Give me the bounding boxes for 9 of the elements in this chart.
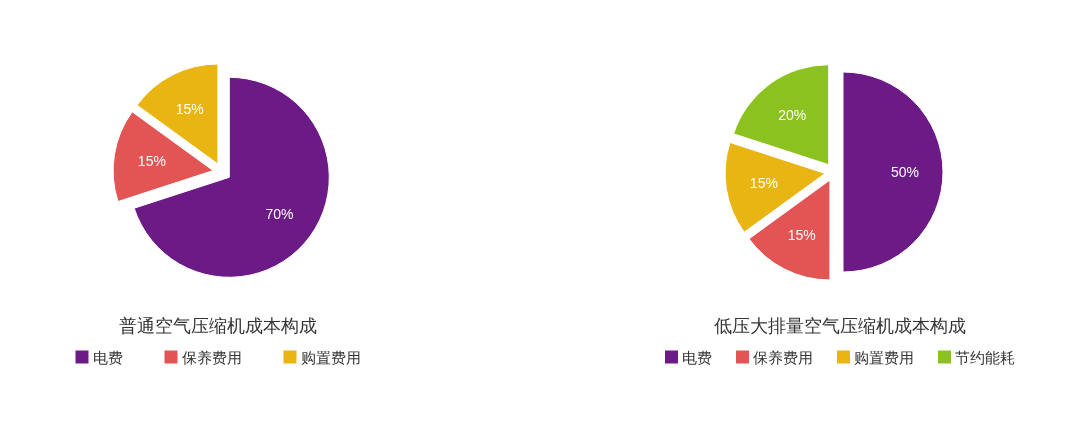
legend-label: 保养费用 — [181, 348, 242, 366]
legend-label: 电费 — [92, 348, 123, 366]
legend-label: 电费 — [682, 348, 712, 366]
legend-label: 节约能耗 — [955, 348, 1015, 366]
legend-label: 购置费用 — [300, 348, 361, 366]
legend-label: 保养费用 — [753, 348, 813, 366]
legend-label: 购置费用 — [854, 348, 914, 366]
title: 普通空气压缩机成本构成 — [119, 316, 317, 336]
title: 低压大排量空气压缩机成本构成 — [714, 316, 966, 336]
